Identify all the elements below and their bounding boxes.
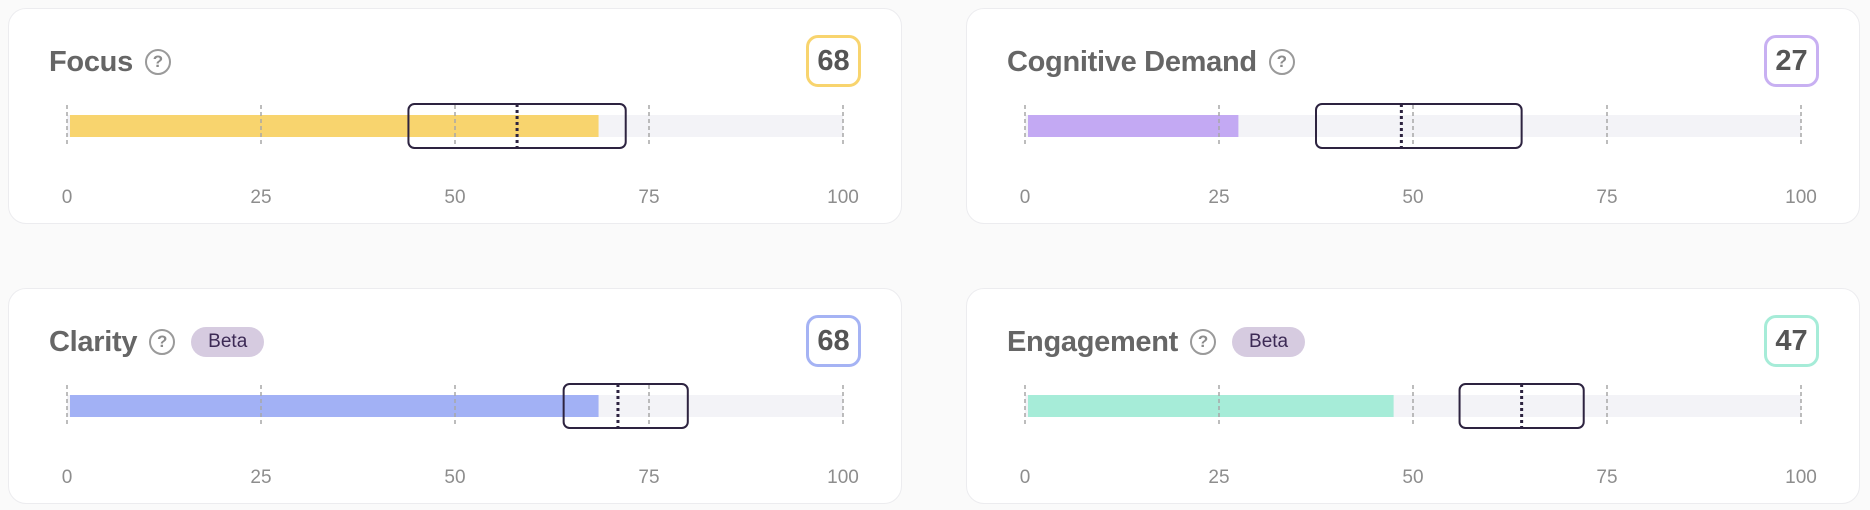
beta-badge: Beta <box>191 327 265 357</box>
axis-tick-label: 25 <box>1208 467 1229 488</box>
axis-tick-label: 75 <box>638 187 659 208</box>
axis-tick-label: 50 <box>1402 187 1423 208</box>
metric-card-cognitive-demand: Cognitive Demand ? 27 0 25 50 75 100 <box>966 8 1860 224</box>
benchmark-range <box>562 383 689 429</box>
axis-tick-label: 25 <box>250 187 271 208</box>
help-icon[interactable]: ? <box>149 329 176 355</box>
axis-tick-label: 75 <box>1596 187 1617 208</box>
card-title: Cognitive Demand <box>1007 45 1257 78</box>
score-bar-chart: 0 25 50 75 100 <box>1020 383 1817 488</box>
bar-fill <box>70 395 599 417</box>
axis-tick-label: 100 <box>1785 467 1817 488</box>
help-icon[interactable]: ? <box>1268 49 1295 75</box>
card-title: Engagement <box>1007 325 1179 358</box>
axis-tick-label: 50 <box>444 467 465 488</box>
axis-tick-label: 75 <box>638 467 659 488</box>
bar-fill <box>70 115 599 137</box>
axis-tick-label: 75 <box>1596 467 1617 488</box>
score-badge: 27 <box>1764 35 1819 87</box>
axis-tick-label: 50 <box>444 187 465 208</box>
score-bar-chart: 0 25 50 75 100 <box>62 383 859 488</box>
axis-tick-label: 0 <box>62 187 73 208</box>
card-title: Clarity <box>49 325 138 358</box>
axis-tick-label: 50 <box>1402 467 1423 488</box>
axis-tick-label: 0 <box>62 467 73 488</box>
axis-tick-label: 100 <box>827 187 859 208</box>
help-icon[interactable]: ? <box>144 49 171 75</box>
bar-fill <box>1028 395 1394 417</box>
help-icon[interactable]: ? <box>1190 329 1217 355</box>
axis-tick-label: 0 <box>1020 187 1031 208</box>
metric-card-clarity: Clarity ? Beta 68 0 25 50 75 100 <box>8 288 902 504</box>
bar-fill <box>1028 115 1239 137</box>
axis-tick-label: 25 <box>250 467 271 488</box>
score-badge: 47 <box>1764 315 1819 367</box>
score-badge: 68 <box>806 315 861 367</box>
score-bar-chart: 0 25 50 75 100 <box>1020 103 1817 208</box>
card-title: Focus <box>49 45 133 78</box>
axis-tick-label: 100 <box>1785 187 1817 208</box>
axis-tick-label: 100 <box>827 467 859 488</box>
score-bar-chart: 0 25 50 75 100 <box>62 103 859 208</box>
axis-tick-label: 25 <box>1208 187 1229 208</box>
metric-card-engagement: Engagement ? Beta 47 0 25 50 75 100 <box>966 288 1860 504</box>
axis-tick-label: 0 <box>1020 467 1031 488</box>
metric-card-focus: Focus ? 68 0 25 50 75 100 <box>8 8 902 224</box>
score-badge: 68 <box>806 35 861 87</box>
benchmark-range <box>1315 103 1523 149</box>
beta-badge: Beta <box>1232 327 1306 357</box>
